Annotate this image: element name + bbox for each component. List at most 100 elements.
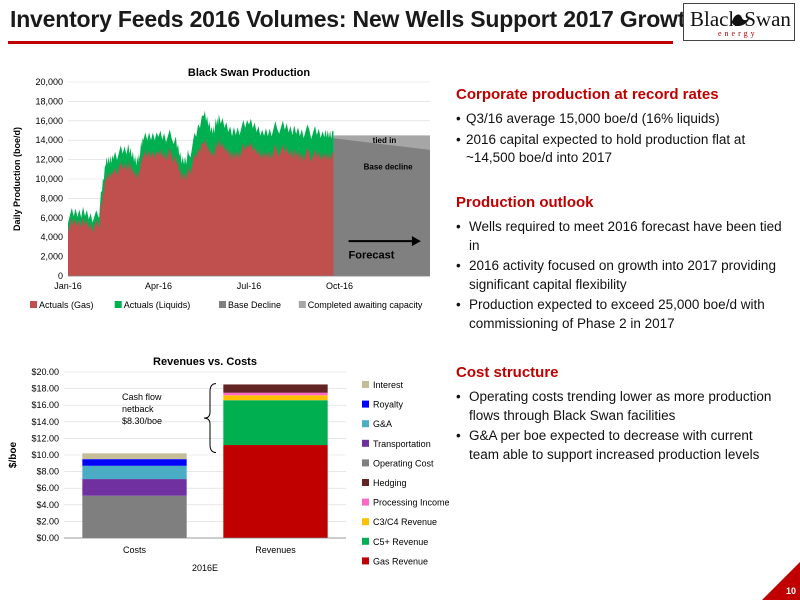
netback-annotation-line: $8.30/boe (122, 416, 162, 426)
y-tick-label: $2.00 (36, 516, 59, 526)
chart-title: Revenues vs. Costs (153, 356, 257, 368)
legend-label: Actuals (Gas) (39, 300, 94, 310)
y-axis-label: $/boe (8, 442, 19, 469)
x-tick-label: Apr-16 (145, 281, 172, 291)
y-tick-label: 20,000 (35, 77, 63, 87)
legend-label: G&A (373, 419, 392, 429)
legend-swatch (362, 381, 369, 388)
legend-label: Transportation (373, 439, 431, 449)
legend-swatch (298, 301, 306, 308)
company-logo: Black Swan energy (683, 3, 795, 41)
y-tick-label: 16,000 (35, 116, 63, 126)
bar-segment (223, 384, 328, 393)
y-tick-label: 2,000 (40, 252, 63, 262)
y-tick-label: $14.00 (31, 417, 59, 427)
y-tick-label: 14,000 (35, 135, 63, 145)
bar-segment (223, 400, 328, 446)
section-heading-production-rates: Corporate production at record rates (456, 86, 719, 103)
production-outlook-bullets: Wells required to meet 2016 forecast hav… (456, 218, 786, 335)
bullet-item: Operating costs trending lower as more p… (456, 388, 786, 425)
x-category-label: Costs (123, 545, 147, 555)
legend-label: Operating Cost (373, 458, 434, 468)
y-tick-label: 0 (58, 271, 63, 281)
y-tick-label: 8,000 (40, 193, 63, 203)
legend-swatch (362, 537, 369, 545)
x-tick-label: Oct-16 (326, 281, 353, 291)
page-number: 10 (785, 586, 796, 596)
bar-segment (223, 392, 328, 396)
legend-label: Completed awaiting capacity (308, 300, 423, 310)
production-rates-bullets: Q3/16 average 15,000 boe/d (16% liquids)… (456, 110, 786, 170)
revenue-cost-chart: Revenues vs. Costs $0.00 $2.00 $4.00 $6.00 $8… (8, 356, 450, 573)
netback-brace (203, 383, 217, 454)
bullet-item: Wells required to meet 2016 forecast hav… (456, 218, 786, 255)
y-tick-label: $12.00 (31, 433, 59, 443)
netback-annotation-line: Cash flow (122, 392, 162, 402)
bar-segment (82, 453, 187, 460)
y-tick-label: 4,000 (40, 232, 63, 242)
legend-swatch (362, 439, 369, 447)
legend-label: Base Decline (228, 300, 281, 310)
title-divider (8, 41, 673, 44)
bar-segment (82, 479, 187, 496)
x-tick-label: Jul-16 (237, 281, 262, 291)
y-tick-label: 6,000 (40, 213, 63, 223)
legend-label: Actuals (Liquids) (124, 300, 191, 310)
y-tick-label: $4.00 (36, 500, 59, 510)
cost-structure-bullets: Operating costs trending lower as more p… (456, 388, 786, 466)
forecast-arrow-icon (411, 236, 421, 247)
y-tick-label: 10,000 (35, 174, 63, 184)
y-axis-label: Daily Production (boe/d) (12, 127, 22, 231)
bullet-item: 2016 capital expected to hold production… (456, 131, 786, 168)
annotation-base-decline: Base decline (364, 162, 413, 171)
series-area-gas (68, 138, 334, 276)
bar-segment (223, 445, 328, 538)
netback-annotation-line: netback (122, 404, 154, 414)
legend-label: Royalty (373, 400, 404, 410)
y-tick-label: $8.00 (36, 467, 59, 477)
legend-label: C5+ Revenue (373, 537, 428, 547)
legend-swatch (219, 301, 226, 308)
page-corner-tab (762, 562, 800, 600)
legend-swatch (362, 459, 369, 467)
legend-swatch (362, 557, 369, 565)
x-tick-label: Jan-16 (54, 281, 82, 291)
bar-segment (223, 395, 328, 401)
legend-label: C3/C4 Revenue (373, 517, 437, 527)
y-tick-label: 12,000 (35, 155, 63, 165)
swan-icon (732, 14, 750, 26)
x-category-label: Revenues (255, 545, 296, 555)
bullet-item: Production expected to exceed 25,000 boe… (456, 296, 786, 333)
legend-label: Interest (373, 380, 404, 390)
legend-swatch (362, 518, 369, 526)
legend-swatch (362, 479, 369, 486)
y-tick-label: $20.00 (31, 367, 59, 377)
legend-swatch (362, 400, 369, 408)
bar-segment (82, 465, 187, 480)
bullet-item: 2016 activity focused on growth into 201… (456, 257, 786, 294)
annotation-tied-in: tied in (373, 136, 397, 145)
legend-label: Hedging (373, 478, 407, 488)
bar-segment (82, 495, 187, 538)
legend-label: Gas Revenue (373, 556, 428, 566)
bar-segment (82, 459, 187, 466)
legend-swatch (114, 301, 122, 308)
legend-label: Processing Income (373, 498, 450, 508)
y-tick-label: $10.00 (31, 450, 59, 460)
legend-swatch (362, 420, 369, 428)
section-heading-cost-structure: Cost structure (456, 364, 559, 381)
bullet-item: Q3/16 average 15,000 boe/d (16% liquids) (456, 110, 786, 129)
page-title: Inventory Feeds 2016 Volumes: New Wells … (10, 6, 700, 32)
legend-swatch (362, 498, 369, 506)
y-tick-label: $0.00 (36, 533, 59, 543)
y-tick-label: $16.00 (31, 400, 59, 410)
legend-swatch (30, 301, 37, 308)
section-heading-production-outlook: Production outlook (456, 194, 594, 211)
annotation-forecast: Forecast (349, 250, 395, 262)
chart-title: Black Swan Production (188, 67, 311, 79)
logo-subtext: energy (718, 29, 758, 38)
production-chart: Black Swan Production 0 2,000 4,000 6,000 8,0… (12, 67, 430, 310)
y-tick-label: 18,000 (35, 96, 63, 106)
y-tick-label: $6.00 (36, 483, 59, 493)
bullet-item: G&A per boe expected to decrease with cu… (456, 427, 786, 464)
